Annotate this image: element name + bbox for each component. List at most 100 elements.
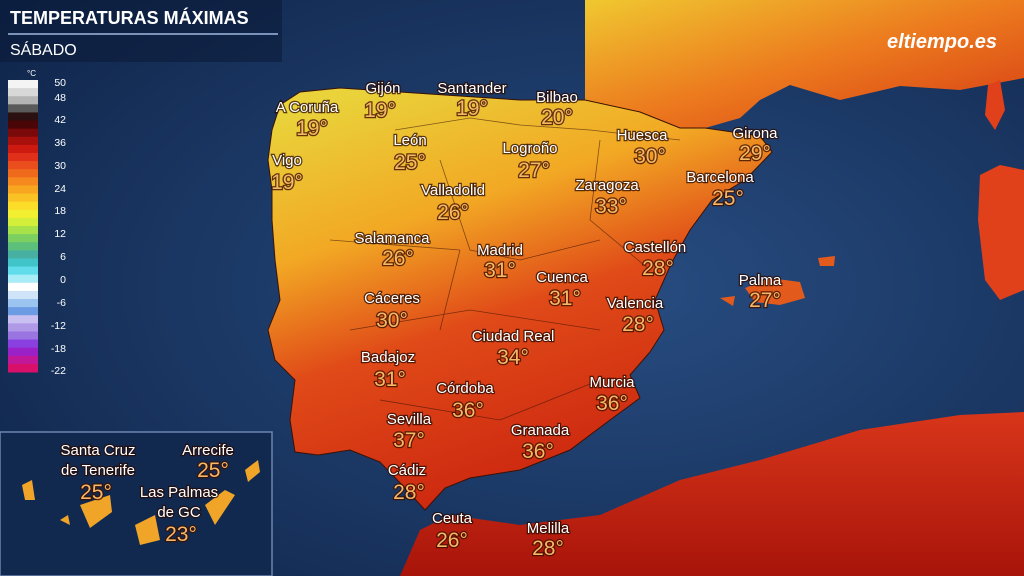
city-name: Cáceres [364, 290, 420, 307]
legend-swatch [8, 104, 38, 113]
city-name: Santander [437, 80, 506, 97]
legend-swatch [8, 128, 38, 138]
city-temperature: 30° [376, 309, 408, 332]
legend-swatch [8, 234, 38, 243]
city-name: Badajoz [361, 349, 415, 366]
city-temperature: 29° [739, 142, 771, 165]
legend-swatch [8, 136, 38, 146]
title: TEMPERATURAS MÁXIMAS [10, 7, 249, 28]
legend-label: 30 [54, 160, 66, 172]
city-temperature: 19° [456, 97, 488, 120]
city-name: Córdoba [436, 380, 494, 397]
legend-unit: °C [27, 69, 36, 78]
legend-swatch [8, 266, 38, 276]
city-temperature: 36° [596, 392, 628, 415]
legend-label: -12 [51, 320, 66, 332]
legend-swatch [8, 315, 38, 324]
city-name: Valladolid [421, 182, 485, 199]
city-name: Salamanca [354, 230, 430, 247]
city-temperature: 23° [165, 523, 197, 546]
city-name: Cuenca [536, 269, 588, 286]
legend-label: 24 [54, 183, 66, 195]
legend-swatch [8, 242, 38, 251]
city-name: Ciudad Real [472, 328, 555, 345]
city-name: Melilla [527, 520, 570, 537]
legend-label: 0 [60, 274, 66, 286]
city-name: Barcelona [686, 169, 754, 186]
city-temperature: 28° [642, 257, 674, 280]
city-temperature: 25° [712, 187, 744, 210]
legend-label: -18 [51, 343, 66, 355]
legend-label: 18 [54, 205, 66, 217]
legend-swatch [8, 161, 38, 170]
city-temperature: 27° [749, 289, 781, 312]
city-temperature: 31° [484, 259, 516, 282]
city-temperature: 27° [518, 159, 550, 182]
city-temperature: 34° [497, 346, 529, 369]
legend-label: -6 [57, 297, 66, 309]
city-name: Palma [739, 272, 782, 289]
legend: °C 50 48 42 36 30 24 18 12 6 0 -6 -12 -18 -22 [8, 69, 66, 377]
city-name: Madrid [477, 242, 523, 259]
logo: eltiempo.es [887, 31, 997, 53]
legend-swatch [8, 209, 38, 219]
city-temperature: 30° [634, 145, 666, 168]
legend-label: 36 [54, 137, 66, 149]
city-temperature: 26° [436, 529, 468, 552]
balearic-islands [720, 256, 835, 306]
france [585, 0, 1024, 128]
canary-inset [0, 431, 273, 576]
legend-label: 12 [54, 228, 66, 240]
city-temperature: 20° [541, 106, 573, 129]
city-name: Gijón [365, 80, 400, 97]
city-name: Vigo [272, 152, 302, 169]
city-name: A Coruña [276, 99, 339, 116]
legend-swatch [8, 112, 38, 122]
legend-swatch [8, 355, 38, 365]
city-name: Bilbao [536, 89, 578, 106]
legend-swatch [8, 274, 38, 284]
city-name: Sevilla [387, 411, 432, 428]
city-name: Girona [732, 125, 778, 142]
city-temperature: 19° [364, 99, 396, 122]
legend-swatch [8, 193, 38, 203]
legend-swatch [8, 299, 38, 308]
legend-swatch [8, 153, 38, 162]
city-name: de GC [157, 504, 201, 521]
legend-swatch [8, 226, 38, 235]
legend-swatch [8, 144, 38, 154]
legend-swatch [8, 185, 38, 195]
legend-swatch [8, 282, 38, 292]
legend-label: 42 [54, 114, 66, 126]
city-temperature: 31° [549, 287, 581, 310]
city-name: Huesca [617, 127, 669, 144]
legend-swatch [8, 347, 38, 357]
legend-swatch [8, 120, 38, 130]
city-name: Ceuta [432, 510, 473, 527]
city-name: Valencia [607, 295, 664, 312]
city-name: León [393, 132, 426, 149]
city-name: Logroño [502, 140, 557, 157]
city-name: de Tenerife [61, 462, 135, 479]
region-borders [329, 117, 681, 421]
city-temperature: 28° [393, 481, 425, 504]
city-temperature: 28° [622, 313, 654, 336]
legend-swatch [8, 96, 38, 105]
legend-swatch [8, 307, 38, 316]
city-temperature: 26° [382, 247, 414, 270]
city-name: Murcia [589, 374, 635, 391]
legend-swatch [8, 80, 38, 89]
north-africa [400, 412, 1024, 576]
city-temperature: 26° [437, 201, 469, 224]
city-temperature: 25° [80, 481, 112, 504]
city-temperature: 33° [595, 195, 627, 218]
city-name: Granada [511, 422, 570, 439]
city-name: Zaragoza [575, 177, 639, 194]
city-name: Las Palmas [140, 484, 218, 501]
city-temperature: 28° [532, 537, 564, 560]
city-temperature: 36° [452, 399, 484, 422]
legend-swatch [8, 177, 38, 186]
canary-islands [22, 460, 260, 545]
legend-swatch [8, 169, 38, 178]
